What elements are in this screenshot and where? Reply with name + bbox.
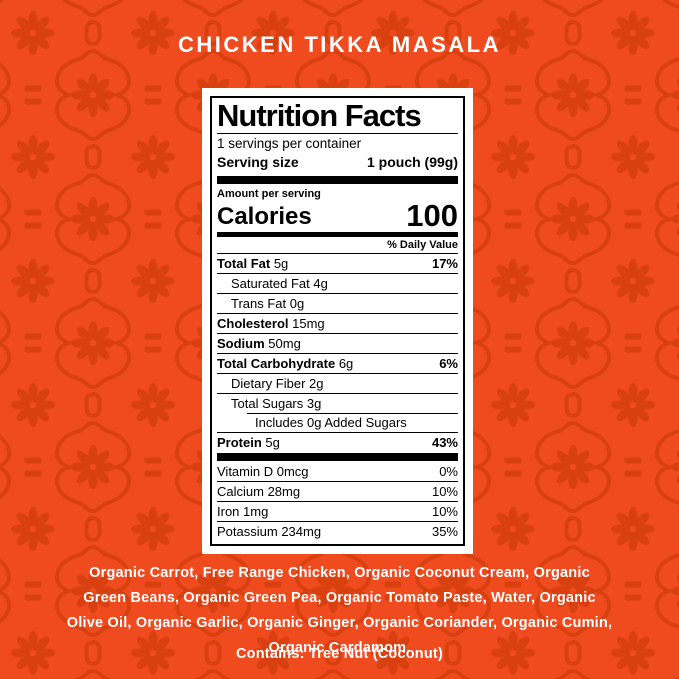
nutrient-row: Potassium 234mg 35%	[217, 521, 458, 541]
nutrient-name: Total Carbohydrate 6g	[217, 356, 354, 372]
nutrient-row: Total Carbohydrate 6g 6%	[217, 353, 458, 373]
nutrient-row: Total Fat 5g 17%	[217, 253, 458, 273]
nutrient-name: Includes 0g Added Sugars	[255, 415, 407, 431]
serving-size-label: Serving size	[217, 154, 299, 170]
nutrient-row: Protein 5g 43%	[217, 432, 458, 452]
nutrient-name: Sodium 50mg	[217, 336, 301, 352]
calories-label: Calories	[217, 203, 312, 231]
nutrient-row: Trans Fat 0g	[217, 293, 458, 313]
nutrient-daily-value: 0%	[439, 464, 458, 479]
divider	[217, 133, 458, 134]
nutrition-facts-heading: Nutrition Facts	[217, 98, 422, 133]
calories-value: 100	[406, 198, 458, 234]
contains-text: Contains: Tree Nut (Coconut)	[236, 646, 443, 662]
nutrient-name: Saturated Fat 4g	[231, 276, 328, 292]
medium-divider	[217, 232, 458, 238]
nutrient-name: Dietary Fiber 2g	[231, 376, 324, 392]
serving-size-row: Serving size 1 pouch (99g)	[217, 153, 458, 174]
ingredients-text: Organic Carrot, Free Range Chicken, Orga…	[66, 565, 613, 656]
nutrient-row: Calcium 28mg 10%	[217, 481, 458, 501]
thick-divider	[217, 176, 458, 184]
nutrient-row: Includes 0g Added Sugars	[217, 413, 458, 432]
nutrient-name: Cholesterol 15mg	[217, 316, 325, 332]
nutrient-name: Total Fat 5g	[217, 256, 289, 272]
amount-per-serving-label: Amount per serving	[217, 187, 321, 200]
nutrient-daily-value: 6%	[439, 356, 458, 372]
nutrient-name: Total Sugars 3g	[231, 396, 322, 412]
calories-row: Calories 100	[217, 198, 458, 234]
nutrient-name: Calcium 28mg	[217, 484, 301, 499]
nutrient-name: Iron 1mg	[217, 504, 269, 519]
nutrient-row: Saturated Fat 4g	[217, 273, 458, 293]
nutrient-daily-value: 17%	[431, 256, 458, 272]
nutrient-row: Cholesterol 15mg	[217, 313, 458, 333]
servings-per-container: 1 servings per container	[217, 136, 362, 151]
nutrition-label: Nutrition Facts 1 servings per container…	[210, 96, 465, 546]
nutrient-name: Protein 5g	[217, 435, 280, 451]
nutrition-label-card: Nutrition Facts 1 servings per container…	[202, 88, 473, 554]
thick-divider	[217, 453, 458, 461]
nutrient-row: Sodium 50mg	[217, 333, 458, 353]
nutrient-daily-value: 43%	[431, 435, 458, 451]
nutrient-daily-value: 35%	[431, 524, 458, 539]
nutrient-daily-value: 10%	[431, 484, 458, 499]
nutrient-row: Dietary Fiber 2g	[217, 373, 458, 393]
micronutrient-rows: Vitamin D 0mcg 0% Calcium 28mg 10% Iron 1mg 1…	[217, 462, 458, 541]
nutrient-name: Vitamin D 0mcg	[217, 464, 309, 479]
nutrient-row: Vitamin D 0mcg 0%	[217, 462, 458, 481]
serving-size-value: 1 pouch (99g)	[366, 154, 458, 170]
nutrient-row: Total Sugars 3g	[217, 393, 458, 413]
nutrient-row: Iron 1mg 10%	[217, 501, 458, 521]
page-title: CHICKEN TIKKA MASALA	[178, 32, 501, 57]
nutrient-daily-value: 10%	[431, 504, 458, 519]
nutrient-name: Trans Fat 0g	[231, 296, 305, 312]
daily-value-header: % Daily Value	[387, 239, 458, 252]
nutrient-name: Potassium 234mg	[217, 524, 322, 539]
nutrient-rows: Total Fat 5g 17% Saturated Fat 4g Trans Fat…	[217, 253, 458, 452]
